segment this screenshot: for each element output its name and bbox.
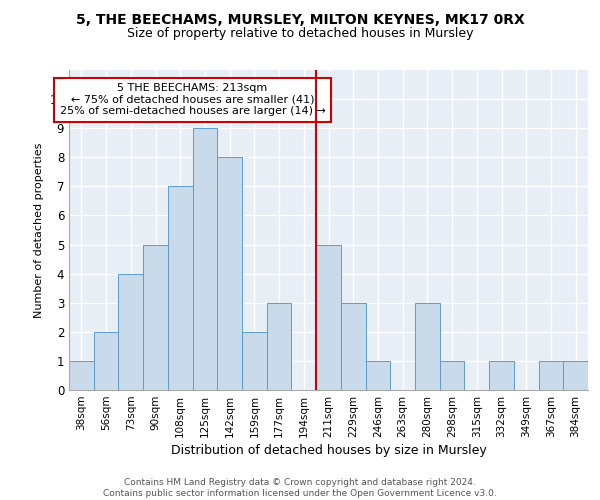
Bar	[415, 302, 440, 390]
Text: 5, THE BEECHAMS, MURSLEY, MILTON KEYNES, MK17 0RX: 5, THE BEECHAMS, MURSLEY, MILTON KEYNES,…	[76, 12, 524, 26]
Text: Contains HM Land Registry data © Crown copyright and database right 2024.
Contai: Contains HM Land Registry data © Crown c…	[103, 478, 497, 498]
Bar	[94, 332, 118, 390]
Bar	[365, 361, 390, 390]
Bar	[193, 128, 217, 390]
Bar	[242, 332, 267, 390]
Bar	[168, 186, 193, 390]
Text: 5 THE BEECHAMS: 213sqm
← 75% of detached houses are smaller (41)
25% of semi-det: 5 THE BEECHAMS: 213sqm ← 75% of detached…	[59, 83, 326, 116]
Y-axis label: Number of detached properties: Number of detached properties	[34, 142, 44, 318]
Bar	[316, 244, 341, 390]
Bar	[489, 361, 514, 390]
Bar	[69, 361, 94, 390]
Bar	[267, 302, 292, 390]
Text: Size of property relative to detached houses in Mursley: Size of property relative to detached ho…	[127, 28, 473, 40]
Bar	[143, 244, 168, 390]
Bar	[440, 361, 464, 390]
Bar	[563, 361, 588, 390]
Bar	[118, 274, 143, 390]
Bar	[217, 158, 242, 390]
Bar	[341, 302, 365, 390]
X-axis label: Distribution of detached houses by size in Mursley: Distribution of detached houses by size …	[170, 444, 487, 457]
Bar	[539, 361, 563, 390]
